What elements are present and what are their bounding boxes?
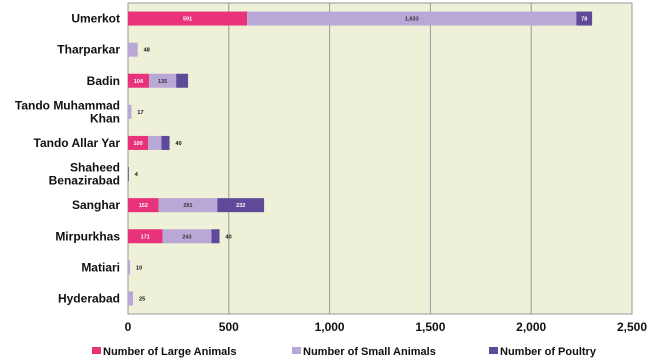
data-label: 104 — [134, 79, 144, 85]
category-label: Tando Allar Yar — [34, 136, 121, 150]
bar-segment — [128, 73, 149, 88]
bar-segment — [158, 198, 218, 213]
bar-segment — [247, 11, 577, 26]
x-tick-label: 1,000 — [315, 320, 345, 334]
category-labels: Umerkot Tharparkar Badin Tando MuhammadKhan… — [15, 12, 120, 306]
x-tick-labels: 0 500 1,000 1,500 2,000 2,500 — [125, 320, 648, 334]
data-label: 591 — [183, 17, 192, 23]
legend-swatch — [292, 347, 301, 354]
bar-segment — [161, 135, 170, 150]
bar-segment — [128, 167, 129, 182]
x-tick-label: 2,500 — [617, 320, 647, 334]
category-label: Badin — [87, 74, 120, 88]
bar-segment — [128, 260, 131, 275]
x-tick-label: 2,000 — [516, 320, 546, 334]
data-label: 25 — [139, 296, 145, 302]
bar-segment — [148, 135, 162, 150]
bars: 591 1,633 78 48 104 135 17 100 40 4 152 291 232 171 24… — [128, 11, 593, 306]
data-label: 243 — [182, 234, 191, 240]
bar-segment — [176, 73, 189, 88]
data-label: 10 — [136, 265, 142, 271]
category-label: Hyderabad — [58, 291, 120, 305]
category-label: Khan — [90, 111, 120, 125]
data-label: 1,633 — [405, 17, 419, 23]
category-label: Benazirabad — [49, 174, 120, 188]
category-label: Shaheed — [70, 161, 120, 175]
category-label: Tharparkar — [57, 43, 120, 57]
data-label: 135 — [158, 79, 167, 85]
data-label: 171 — [141, 234, 150, 240]
legend-label: Number of Poultry — [500, 346, 597, 358]
data-label: 40 — [176, 141, 182, 147]
category-label: Tando Muhammad — [15, 98, 120, 112]
category-label: Mirpurkhas — [55, 229, 120, 243]
bar-segment — [128, 135, 149, 150]
x-tick-label: 0 — [125, 320, 132, 334]
category-label: Sanghar — [72, 198, 120, 212]
bar-segment — [211, 229, 220, 244]
category-label: Umerkot — [71, 12, 120, 26]
x-tick-label: 1,500 — [415, 320, 445, 334]
bar-segment — [128, 198, 159, 213]
data-label: 152 — [139, 203, 148, 209]
category-label: Matiari — [81, 260, 120, 274]
plot-area — [127, 2, 633, 315]
data-label: 40 — [226, 234, 232, 240]
data-label: 4 — [135, 172, 139, 178]
data-label: 48 — [144, 48, 150, 54]
bar-segment — [162, 229, 212, 244]
data-label: 100 — [133, 141, 142, 147]
bar-segment — [128, 42, 138, 57]
bar-segment — [128, 104, 132, 119]
data-label: 78 — [581, 17, 587, 23]
data-label: 232 — [236, 203, 245, 209]
legend-label: Number of Small Animals — [303, 346, 436, 358]
legend-swatch — [92, 347, 101, 354]
bar-segment — [128, 291, 134, 306]
data-label: 291 — [183, 203, 192, 209]
bar-segment — [217, 198, 265, 213]
data-label: 17 — [137, 110, 143, 116]
legend-swatch — [489, 347, 498, 354]
legend: Number of Large Animals Number of Small A… — [92, 346, 597, 358]
x-tick-label: 500 — [219, 320, 239, 334]
bar-segment — [128, 11, 248, 26]
bar-segment — [128, 229, 163, 244]
gridlines — [228, 3, 532, 314]
bar-segment — [148, 73, 177, 88]
bar-segment — [576, 11, 593, 26]
legend-label: Number of Large Animals — [103, 346, 236, 358]
